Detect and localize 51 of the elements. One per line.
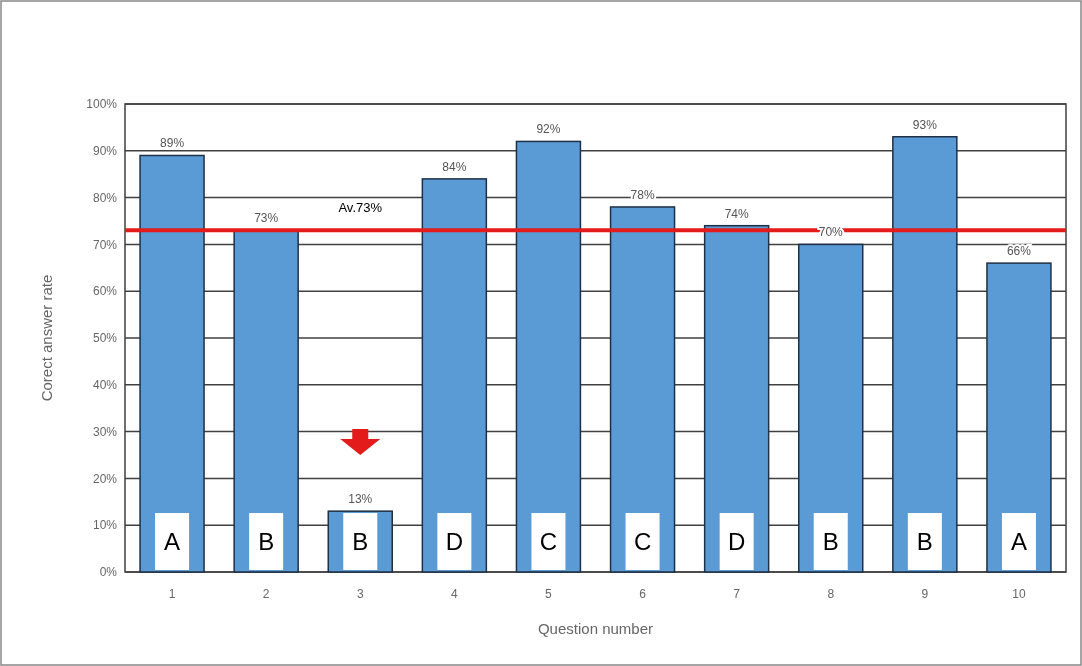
annotation: A xyxy=(1010,528,1027,556)
x-tick-label: 3 xyxy=(356,587,364,601)
bar xyxy=(703,224,770,573)
x-tick-label: 4 xyxy=(451,587,459,601)
y-tick-label: 30% xyxy=(92,424,118,439)
x-tick-label: 2 xyxy=(262,587,270,601)
bar xyxy=(892,136,958,573)
data-label: 66% xyxy=(1006,244,1032,259)
bar xyxy=(609,206,676,573)
ref-line-label: Av.73% xyxy=(338,200,383,216)
bar xyxy=(233,229,299,573)
x-tick-label: 10 xyxy=(1012,587,1026,601)
annotation: B xyxy=(916,528,933,556)
data-label: 73% xyxy=(254,211,279,226)
y-axis-title: Corect answer rate xyxy=(38,274,55,402)
y-tick-label: 70% xyxy=(92,237,118,252)
data-label: 89% xyxy=(160,136,185,151)
bar xyxy=(798,243,864,573)
y-tick-label: 20% xyxy=(92,471,118,486)
annotation: C xyxy=(539,528,558,556)
y-tick-label: 90% xyxy=(92,144,118,158)
annotation: B xyxy=(822,528,839,556)
x-axis-title: Question number xyxy=(537,620,654,637)
y-tick-label: 50% xyxy=(92,331,118,346)
data-label: 84% xyxy=(442,159,467,174)
y-tick-label: 80% xyxy=(92,190,118,205)
x-tick-label: 7 xyxy=(733,587,741,601)
bar xyxy=(986,262,1052,573)
annotation: A xyxy=(164,528,181,556)
bar xyxy=(421,178,488,573)
y-tick-label: 10% xyxy=(92,518,118,533)
x-tick-label: 5 xyxy=(545,587,553,601)
y-tick-label: 100% xyxy=(86,97,118,112)
annotation: B xyxy=(258,528,275,556)
annotation: B xyxy=(352,528,369,556)
x-tick-label: 6 xyxy=(639,587,647,601)
data-label: 92% xyxy=(536,122,561,137)
x-tick-label: 9 xyxy=(921,587,929,601)
y-tick-label: 0% xyxy=(99,565,118,580)
x-tick-label: 8 xyxy=(827,587,835,601)
y-tick-label: 40% xyxy=(92,378,118,392)
annotation: D xyxy=(727,528,746,556)
data-label: 74% xyxy=(724,206,749,221)
bar xyxy=(139,154,205,573)
data-label: 13% xyxy=(348,492,373,507)
y-tick-label: 60% xyxy=(92,284,118,299)
annotation: D xyxy=(445,528,464,556)
annotation: C xyxy=(633,528,652,556)
bar xyxy=(515,140,582,573)
x-tick-label: 1 xyxy=(168,587,176,601)
data-label: 93% xyxy=(912,117,938,132)
